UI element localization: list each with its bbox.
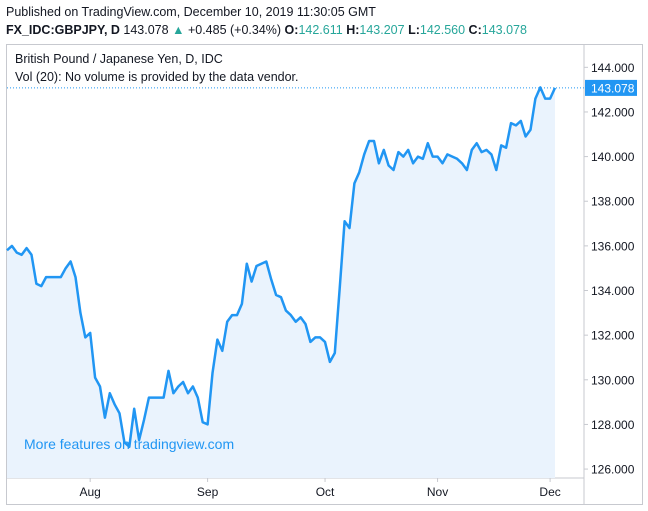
chart-header: Published on TradingView.com, December 1… (6, 4, 646, 39)
legend-title: British Pound / Japanese Yen, D, IDC (15, 52, 223, 66)
up-arrow-icon: ▲ (172, 23, 185, 37)
open-value: 142.611 (298, 23, 343, 37)
quote-line: FX_IDC:GBPJPY, D 143.078 ▲ +0.485 (+0.34… (6, 21, 646, 39)
close-label: C: (468, 23, 482, 37)
area-fill (7, 87, 555, 479)
x-tick-label: Dec (539, 485, 560, 499)
x-tick-label: Aug (79, 485, 100, 499)
x-tick-label: Oct (316, 485, 335, 499)
x-tick-label: Nov (427, 485, 448, 499)
x-tick-label: Sep (197, 485, 219, 499)
promo-link[interactable]: More features on tradingview.com (24, 436, 235, 452)
y-tick-label: 140.000 (591, 150, 635, 164)
chart-frame[interactable] (6, 44, 643, 505)
last-price: 143.078 (123, 23, 169, 37)
volume-note: Vol (20): No volume is provided by the d… (15, 70, 299, 84)
last-price-tag-label: 143.078 (591, 81, 635, 95)
y-tick-label: 142.000 (591, 105, 635, 119)
close-value: 143.078 (481, 23, 527, 37)
y-tick-label: 132.000 (591, 329, 635, 343)
price-change: +0.485 (+0.34%) (187, 23, 282, 37)
published-info: Published on TradingView.com, December 1… (6, 5, 376, 19)
last-price-tag (585, 79, 637, 96)
high-value: 143.207 (359, 23, 405, 37)
price-line (6, 86, 557, 449)
y-tick-label: 144.000 (591, 61, 635, 75)
low-label: L: (408, 23, 420, 37)
low-value: 142.560 (419, 23, 466, 37)
y-tick-label: 130.000 (591, 373, 635, 387)
y-tick-label: 138.000 (591, 195, 635, 209)
high-label: H: (346, 23, 360, 37)
y-tick-label: 128.000 (591, 418, 635, 432)
y-tick-label: 126.000 (591, 463, 635, 477)
symbol-label: FX_IDC:GBPJPY, D (6, 23, 120, 37)
y-tick-label: 136.000 (591, 239, 635, 253)
y-tick-label: 134.000 (591, 284, 635, 298)
open-label: O: (284, 23, 299, 37)
